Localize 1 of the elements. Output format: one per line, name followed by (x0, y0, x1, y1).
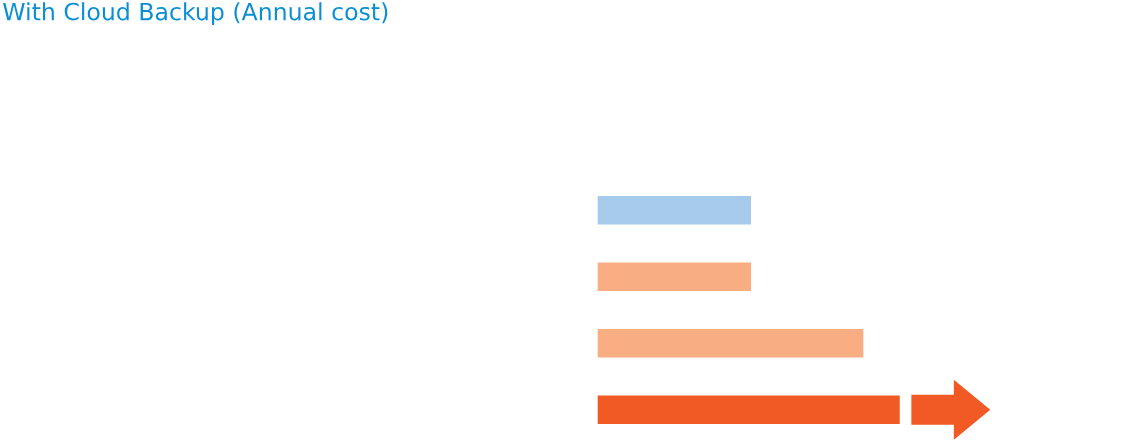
text: With Cloud Backup (Annual cost) (3, 2, 388, 26)
